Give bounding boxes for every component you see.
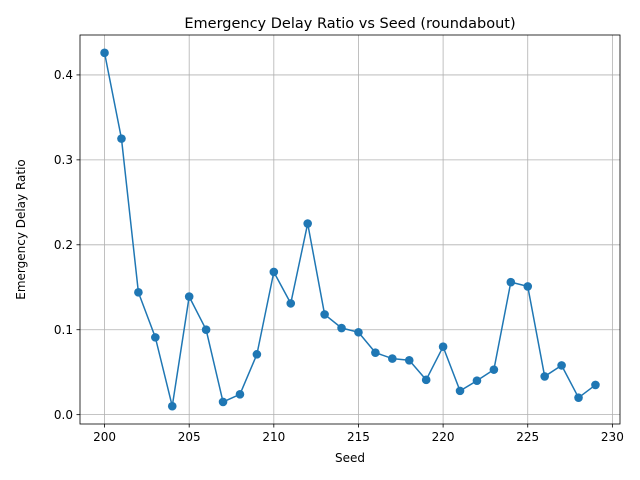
data-point bbox=[574, 393, 583, 402]
data-point bbox=[201, 325, 211, 335]
y-tick-label: 0.4 bbox=[54, 68, 73, 82]
plot-area-frame bbox=[79, 34, 621, 425]
data-point bbox=[523, 282, 533, 291]
data-point bbox=[337, 323, 346, 333]
data-point bbox=[218, 397, 228, 407]
data-point bbox=[557, 361, 566, 370]
data-point bbox=[134, 288, 143, 297]
data-point bbox=[303, 219, 312, 228]
data-point bbox=[184, 292, 194, 301]
y-tick-label: 0.0 bbox=[54, 408, 73, 422]
data-point bbox=[438, 342, 448, 352]
data-point bbox=[320, 310, 329, 319]
x-tick-label: 220 bbox=[432, 430, 455, 444]
data-point bbox=[404, 355, 414, 365]
x-axis-title: Seed bbox=[335, 451, 365, 465]
data-point bbox=[591, 380, 600, 390]
y-tick-label: 0.1 bbox=[54, 323, 73, 337]
x-tick-label: 200 bbox=[93, 430, 116, 444]
y-tick-label: 0.3 bbox=[54, 153, 73, 167]
data-point bbox=[421, 375, 431, 385]
data-point bbox=[371, 348, 380, 357]
data-point bbox=[388, 354, 397, 363]
data-point bbox=[117, 134, 126, 143]
data-point bbox=[286, 299, 296, 308]
data-point bbox=[540, 372, 549, 381]
x-tick-label: 225 bbox=[516, 430, 539, 444]
data-point bbox=[167, 401, 177, 411]
x-tick-label: 205 bbox=[178, 430, 201, 444]
y-tick-label: 0.2 bbox=[54, 238, 73, 252]
data-point bbox=[506, 277, 516, 287]
data-point bbox=[151, 333, 160, 342]
x-tick-label: 215 bbox=[347, 430, 370, 444]
data-point bbox=[252, 350, 262, 359]
data-point bbox=[235, 389, 245, 399]
x-tick-label: 210 bbox=[262, 430, 285, 444]
data-point bbox=[489, 365, 499, 374]
data-point bbox=[472, 376, 482, 385]
data-series bbox=[100, 48, 600, 411]
axis-ticks: 200 205 210 215 220 225 230 0.0 0.1 0.2 0.3 0.4 bbox=[54, 68, 624, 444]
data-point bbox=[100, 48, 109, 58]
y-axis-title: Emergency Delay Ratio bbox=[14, 159, 28, 300]
data-point bbox=[455, 386, 465, 396]
x-tick-label: 230 bbox=[601, 430, 624, 444]
chart-title: Emergency Delay Ratio vs Seed (roundabou… bbox=[184, 16, 515, 32]
data-point bbox=[354, 327, 363, 337]
data-point bbox=[269, 267, 279, 277]
